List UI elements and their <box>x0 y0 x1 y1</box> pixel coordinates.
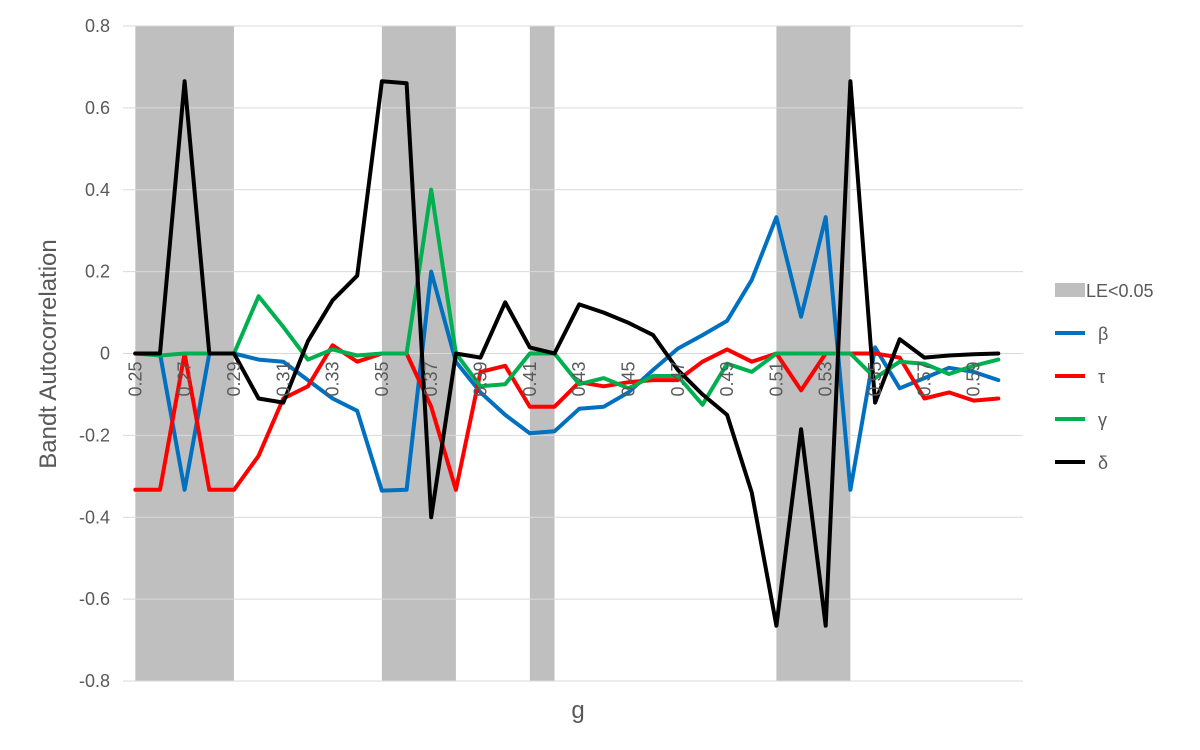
y-tick-label: -0.6 <box>79 589 110 609</box>
x-tick-label: 0.41 <box>520 362 540 397</box>
legend-label: β <box>1098 324 1108 344</box>
x-tick-label: 0.29 <box>224 362 244 397</box>
series-line-1 <box>133 343 1001 492</box>
series-line-0 <box>133 215 1001 493</box>
gridlines <box>123 25 1023 682</box>
legend-item: τ <box>1055 367 1105 387</box>
x-axis-title: g <box>571 697 584 724</box>
x-tick-label: 0.53 <box>816 362 836 397</box>
x-tick-label: 0.47 <box>668 362 688 397</box>
y-tick-label: 0.2 <box>85 262 110 282</box>
y-tick-label: -0.2 <box>79 425 110 445</box>
legend-item: δ <box>1055 453 1108 473</box>
series-lines <box>133 79 1001 628</box>
x-tick-label: 0.25 <box>125 362 145 397</box>
y-tick-label: -0.4 <box>79 507 110 527</box>
legend-label: δ <box>1098 453 1108 473</box>
x-tick-label: 0.27 <box>175 362 195 397</box>
x-tick-label: 0.59 <box>964 362 984 397</box>
x-axis-ticks: 0.25 0.27 0.29 0.31 0.33 0.35 0.37 0.39 0.41 0.43… <box>125 362 983 397</box>
x-tick-label: 0.49 <box>717 362 737 397</box>
legend-item: β <box>1055 324 1108 344</box>
y-tick-label: -0.8 <box>79 671 110 691</box>
x-tick-label: 0.57 <box>914 362 934 397</box>
x-tick-label: 0.55 <box>865 362 885 397</box>
legend-label: τ <box>1098 367 1105 387</box>
y-tick-label: 0 <box>100 344 110 364</box>
x-tick-label: 0.31 <box>273 362 293 397</box>
y-axis-ticks: 0.8 0.6 0.4 0.2 0 -0.2 -0.4 -0.6 -0.8 <box>79 16 110 691</box>
x-tick-label: 0.51 <box>766 362 786 397</box>
x-tick-label: 0.45 <box>618 362 638 397</box>
legend: LE<0.05 β τ γ δ <box>1055 281 1154 473</box>
y-tick-label: 0.4 <box>85 180 110 200</box>
legend-label: LE<0.05 <box>1086 281 1154 301</box>
legend-label: γ <box>1098 410 1107 430</box>
legend-swatch <box>1055 283 1085 297</box>
x-tick-label: 0.43 <box>569 362 589 397</box>
y-axis-title: Bandt Autocorrelation <box>35 239 62 469</box>
series-line-2 <box>133 187 1001 407</box>
x-tick-label: 0.37 <box>421 362 441 397</box>
legend-item: γ <box>1055 410 1107 430</box>
y-tick-label: 0.8 <box>85 16 110 36</box>
y-tick-label: 0.6 <box>85 98 110 118</box>
series-line-3 <box>133 79 1001 628</box>
x-tick-label: 0.33 <box>323 362 343 397</box>
legend-item-shaded: LE<0.05 <box>1055 281 1154 301</box>
x-tick-label: 0.39 <box>471 362 491 397</box>
x-tick-label: 0.35 <box>372 362 392 397</box>
